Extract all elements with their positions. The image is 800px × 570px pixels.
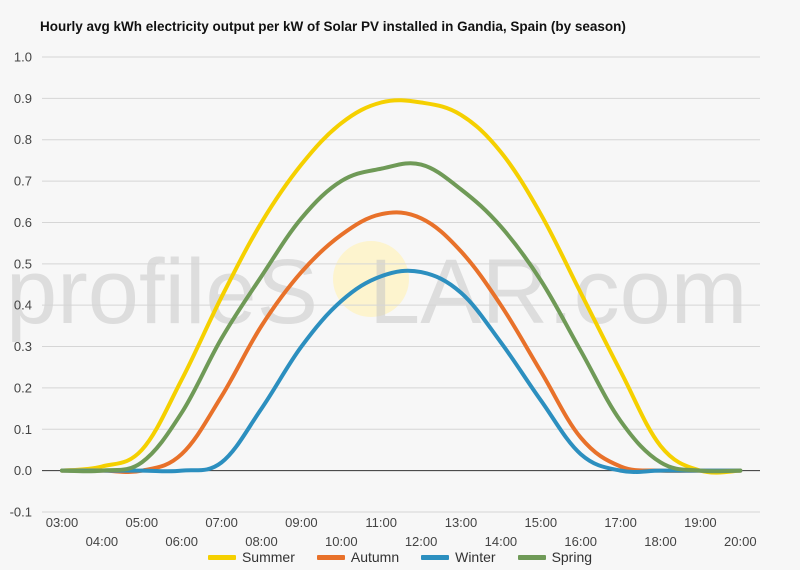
y-tick-label: 0.2 (14, 380, 32, 395)
x-tick-label: 09:00 (285, 515, 318, 530)
series-line-autumn (60, 210, 743, 474)
y-tick-label: 0.9 (14, 91, 32, 106)
y-tick-label: 0.5 (14, 256, 32, 271)
y-tick-label: 0.0 (14, 463, 32, 478)
y-tick-label: 0.6 (14, 215, 32, 230)
y-tick-label: 0.7 (14, 174, 32, 189)
x-axis: 03:00 04:00 05:00 06:00 07:00 08:00 09:00 10:00… (46, 515, 757, 549)
y-tick-label: 0.3 (14, 339, 32, 354)
y-tick-label: 0.4 (14, 298, 32, 313)
y-tick-label: 0.1 (14, 422, 32, 437)
series-line-summer (60, 98, 743, 475)
y-tick-label: -0.1 (10, 505, 32, 520)
series-line-winter (60, 268, 743, 474)
y-tick-label: 0.8 (14, 132, 32, 147)
legend-swatch (207, 554, 236, 560)
x-tick-label: 11:00 (365, 515, 397, 530)
x-tick-label: 12:00 (405, 534, 438, 549)
x-tick-label: 13:00 (445, 515, 478, 530)
x-tick-label: 05:00 (126, 515, 159, 530)
x-tick-label: 06:00 (165, 534, 198, 549)
legend-item-summer[interactable]: Summer (207, 549, 295, 565)
legend-item-spring[interactable]: Spring (517, 549, 593, 565)
x-tick-label: 14:00 (485, 534, 518, 549)
legend-label: Autumn (350, 549, 400, 565)
x-tick-label: 04:00 (86, 534, 119, 549)
watermark-logo: profileS LAR.com (6, 241, 747, 343)
chart-title: Hourly avg kWh electricity output per kW… (40, 19, 626, 34)
y-axis: -0.1 0.0 0.1 0.2 0.3 0.4 0.5 0.6 0.7 0.8 0.9 1.0 (10, 50, 32, 520)
watermark: profileS LAR.com (6, 241, 747, 343)
legend-label: Spring (551, 549, 593, 565)
legend-swatch (421, 554, 450, 560)
x-tick-label: 18:00 (644, 534, 677, 549)
legend-swatch (517, 554, 546, 560)
x-tick-label: 17:00 (604, 515, 637, 530)
x-tick-label: 19:00 (684, 515, 717, 530)
x-tick-label: 15:00 (525, 515, 558, 530)
legend-item-autumn[interactable]: Autumn (316, 549, 400, 565)
x-tick-label: 03:00 (46, 515, 79, 530)
x-tick-label: 10:00 (325, 534, 358, 549)
y-tick-label: 1.0 (14, 50, 32, 65)
legend-item-winter[interactable]: Winter (421, 549, 496, 565)
x-tick-label: 08:00 (245, 534, 278, 549)
x-tick-label: 16:00 (564, 534, 597, 549)
legend-label: Summer (241, 549, 295, 565)
x-tick-label: 20:00 (724, 534, 757, 549)
legend-swatch (316, 554, 345, 560)
x-tick-label: 07:00 (205, 515, 238, 530)
series-lines (60, 98, 743, 475)
legend-label: Winter (455, 549, 496, 565)
series-line-spring (60, 161, 743, 474)
legend: Summer Autumn Winter Spring (0, 549, 800, 565)
